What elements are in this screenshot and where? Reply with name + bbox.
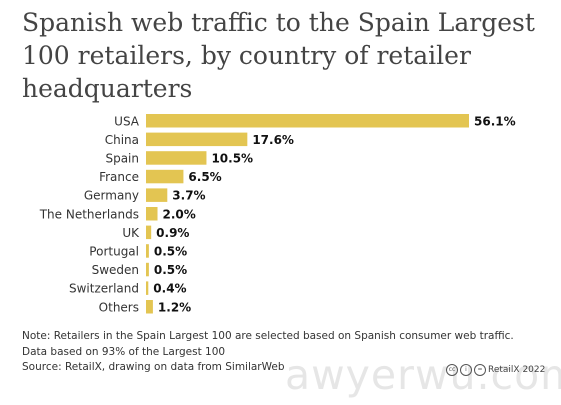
value-label: 0.4% — [153, 282, 186, 296]
value-label: 1.2% — [158, 300, 191, 314]
value-label: 0.5% — [154, 263, 187, 277]
value-label: 10.5% — [211, 151, 253, 165]
license-credit: cc i = RetailX 2022 — [446, 364, 545, 376]
credit-text: RetailX 2022 — [488, 365, 546, 375]
value-label: 0.5% — [154, 244, 187, 258]
by-icon: i — [460, 364, 472, 376]
bar — [146, 300, 153, 314]
source-line: Source: RetailX, drawing on data from Si… — [22, 361, 285, 373]
category-label: Germany — [84, 189, 139, 203]
category-label: China — [105, 133, 139, 147]
value-label: 6.5% — [188, 170, 221, 184]
chart-notes: Note: Retailers in the Spain Largest 100… — [22, 329, 552, 376]
bar — [146, 151, 207, 165]
value-label: 17.6% — [252, 133, 294, 147]
value-label: 56.1% — [474, 114, 516, 128]
bar — [146, 281, 149, 295]
note-line: Data based on 93% of the Largest 100 — [22, 345, 226, 358]
bar — [146, 188, 168, 202]
category-label: Portugal — [89, 244, 139, 258]
bar — [146, 225, 152, 240]
value-label: 3.7% — [172, 189, 205, 203]
category-label: USA — [114, 114, 140, 128]
bar — [146, 262, 149, 277]
category-label: Sweden — [92, 263, 139, 277]
category-label: Switzerland — [69, 282, 139, 296]
category-label: The Netherlands — [39, 207, 139, 221]
category-label: Spain — [105, 151, 139, 165]
bar — [146, 114, 469, 128]
category-label: UK — [122, 226, 140, 240]
cc-icon: cc — [446, 364, 458, 376]
bar — [146, 169, 184, 184]
category-label: Others — [99, 300, 139, 314]
note-line: Note: Retailers in the Spain Largest 100… — [22, 330, 514, 342]
category-label: France — [99, 170, 139, 184]
value-label: 2.0% — [163, 207, 196, 221]
bar — [146, 244, 149, 258]
chart-title: Spanish web traffic to the Spain Largest… — [22, 8, 535, 103]
bar — [146, 132, 248, 147]
nd-icon: = — [474, 364, 486, 376]
bar — [146, 207, 158, 221]
value-label: 0.9% — [156, 226, 189, 240]
